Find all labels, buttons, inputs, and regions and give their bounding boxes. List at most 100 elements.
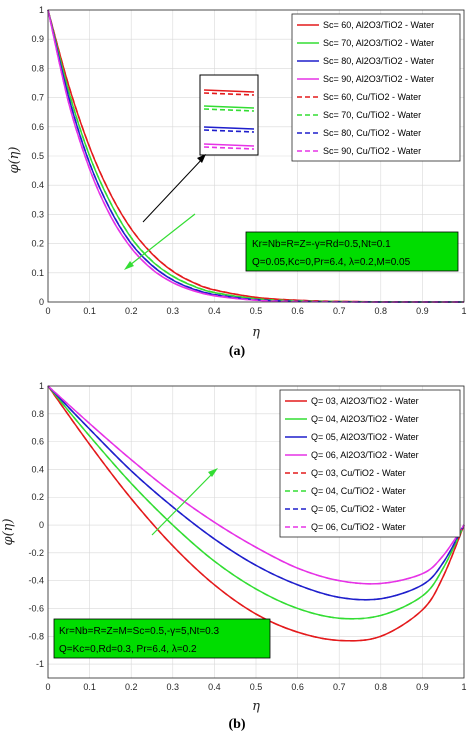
x-tick-label: 0.3 [167, 682, 180, 692]
tick-labels-b: 0 0.1 0.2 0.3 0.4 0.5 0.6 0.7 0.8 0.9 1 1 0.8 0.6 0.4 0… [28, 381, 466, 692]
x-tick-label: 0.5 [250, 682, 263, 692]
x-tick-label: 0.6 [291, 306, 304, 316]
inset-dash-sc90 [203, 146, 255, 150]
x-axis-label-b: η [252, 699, 260, 714]
legend-entry-label: Sc= 80, Cu/TiO2 - Water [323, 128, 421, 138]
x-tick-label: 0.3 [167, 306, 180, 316]
legend-entry-label: Q= 05, Cu/TiO2 - Water [311, 504, 406, 514]
axes-frame-a [47, 9, 465, 303]
series-line [47, 385, 465, 585]
trend-arrowhead-a [124, 261, 134, 270]
x-tick-label: 0.1 [83, 306, 96, 316]
x-tick-label: 0.9 [416, 306, 429, 316]
y-axis-label-a: φ(η) [7, 146, 22, 173]
y-tick-label: 0.7 [31, 93, 44, 103]
parameter-line-1-a: Kr=Nb=R=Z=-γ=Rd=0.5,Nt=0.1 [252, 239, 391, 250]
y-tick-label: 0 [39, 520, 44, 530]
x-tick-label: 0 [45, 682, 50, 692]
series-lines-b [47, 385, 465, 642]
x-tick-label: 0.1 [83, 682, 96, 692]
y-tick-label: 0 [39, 297, 44, 307]
caption-a: (a) [229, 344, 246, 359]
legend-entry-label: Q= 06, Cu/TiO2 - Water [311, 522, 406, 532]
parameter-box-bg-b [53, 618, 271, 659]
legend-box-b [279, 389, 461, 538]
inset-line-sc60 [203, 89, 255, 93]
y-tick-label: -1 [36, 659, 44, 669]
y-tick-label: 0.6 [31, 437, 44, 447]
series-line [47, 385, 465, 620]
trend-arrow-a [129, 213, 196, 266]
legend-entry-label: Q= 04, Cu/TiO2 - Water [311, 486, 406, 496]
x-tick-label: 0.7 [333, 306, 346, 316]
legend-entry-label: Sc= 60, Al2O3/TiO2 - Water [323, 20, 434, 30]
inset-line-sc80 [203, 126, 255, 130]
y-tick-label: 0.8 [31, 409, 44, 419]
y-tick-label: -0.4 [28, 576, 44, 586]
y-tick-label: 0.4 [31, 464, 44, 474]
x-axis-label-a: η [252, 325, 260, 340]
inset-line-sc70 [203, 105, 255, 109]
y-tick-label: 1 [39, 5, 44, 15]
x-tick-label: 0.9 [416, 682, 429, 692]
x-tick-label: 0.4 [208, 306, 221, 316]
legend-entry-label: Sc= 70, Al2O3/TiO2 - Water [323, 38, 434, 48]
legend-entry-label: Sc= 60, Cu/TiO2 - Water [323, 92, 421, 102]
inset-dash-sc80 [203, 129, 255, 133]
legend-entry-label: Q= 04, Al2O3/TiO2 - Water [311, 414, 419, 424]
legend-entry-label: Q= 03, Cu/TiO2 - Water [311, 468, 406, 478]
chart-a: 0 0.1 0.2 0.3 0.4 0.5 0.6 0.7 0.8 0.9 1 0 0.1 0.2 0.3 0… [7, 5, 467, 359]
chart-b: 0 0.1 0.2 0.3 0.4 0.5 0.6 0.7 0.8 0.9 1 1 0.8 0.6 0.4 0… [1, 381, 467, 732]
zoom-pointer-arrowhead [197, 154, 206, 163]
trend-arrowhead-b [208, 468, 218, 477]
inset-line-sc90 [203, 143, 255, 147]
parameter-box-a: Kr=Nb=R=Z=-γ=Rd=0.5,Nt=0.1 Q=0.05,Kc=0,P… [245, 231, 459, 272]
y-tick-label: -0.6 [28, 603, 44, 613]
x-tick-label: 0.8 [375, 306, 388, 316]
y-tick-label: 0.3 [31, 209, 44, 219]
legend-entry-label: Q= 06, Al2O3/TiO2 - Water [311, 450, 419, 460]
x-tick-label: 1 [461, 306, 466, 316]
inset-dash-sc70 [203, 108, 255, 112]
x-tick-label: 0.4 [208, 682, 221, 692]
zoom-inset-a [199, 74, 259, 156]
y-tick-label: -0.2 [28, 548, 44, 558]
y-tick-label: -0.8 [28, 631, 44, 641]
parameter-box-bg-a [245, 231, 459, 272]
y-tick-label: 0.8 [31, 63, 44, 73]
x-tick-label: 0.2 [125, 306, 138, 316]
legend-entry-label: Q= 05, Al2O3/TiO2 - Water [311, 432, 419, 442]
zoom-pointer-arrow [142, 156, 205, 223]
y-axis-label-b: φ(η) [1, 518, 16, 545]
y-tick-label: 0.4 [31, 180, 44, 190]
x-tick-label: 0.5 [250, 306, 263, 316]
x-tick-label: 1 [461, 682, 466, 692]
y-tick-label: 0.1 [31, 268, 44, 278]
axes-frame-b [47, 385, 465, 679]
legend-entry-label: Sc= 70, Cu/TiO2 - Water [323, 110, 421, 120]
parameter-box-b: Kr=Nb=R=Z=M=Sc=0.5,-γ=5,Nt=0.3 Q=Kc=0,Rd… [53, 618, 271, 659]
legend-entry-label: Sc= 90, Cu/TiO2 - Water [323, 146, 421, 156]
caption-b: (b) [228, 717, 245, 732]
x-tick-label: 0.6 [291, 682, 304, 692]
legend-a: Sc= 60, Al2O3/TiO2 - Water Sc= 70, Al2O3/… [291, 13, 461, 162]
legend-entry-label: Sc= 90, Al2O3/TiO2 - Water [323, 74, 434, 84]
zoom-inset-box [199, 74, 259, 156]
legend-b: Q= 03, Al2O3/TiO2 - Water Q= 04, Al2O3/Ti… [279, 389, 461, 538]
y-tick-label: 0.6 [31, 122, 44, 132]
trend-arrow-b [151, 473, 213, 536]
y-tick-label: 1 [39, 381, 44, 391]
y-tick-label: 0.2 [31, 239, 44, 249]
parameter-line-2-a: Q=0.05,Kc=0,Pr=6.4, λ=0.2,M=0.05 [252, 257, 411, 268]
series-line [47, 9, 465, 303]
x-tick-label: 0.2 [125, 682, 138, 692]
inset-dash-sc60 [203, 92, 255, 96]
legend-entry-label: Sc= 80, Al2O3/TiO2 - Water [323, 56, 434, 66]
x-tick-label: 0 [45, 306, 50, 316]
x-tick-label: 0.7 [333, 682, 346, 692]
tick-labels-a: 0 0.1 0.2 0.3 0.4 0.5 0.6 0.7 0.8 0.9 1 0 0.1 0.2 0.3 0… [31, 5, 466, 316]
legend-entry-label: Q= 03, Al2O3/TiO2 - Water [311, 396, 419, 406]
legend-box-a [291, 13, 461, 162]
parameter-line-2-b: Q=Kc=0,Rd=0.3, Pr=6.4, λ=0.2 [59, 644, 197, 655]
